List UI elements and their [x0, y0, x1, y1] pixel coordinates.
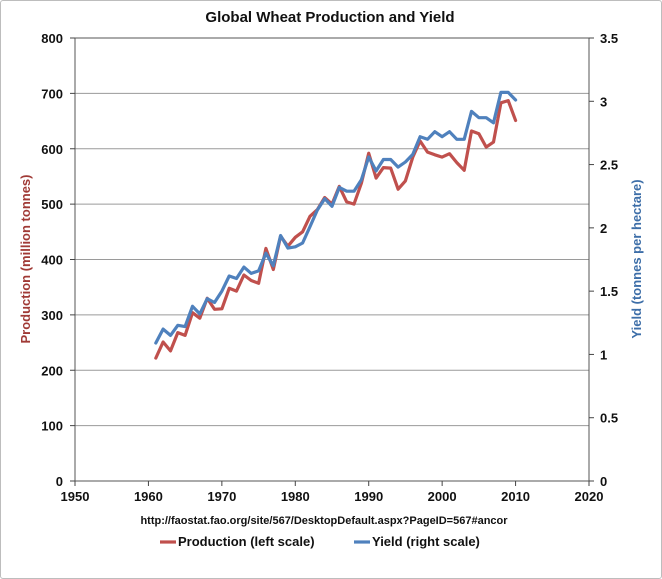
right-axis-title: Yield (tonnes per hectare): [629, 179, 644, 338]
y-tick-label: 600: [41, 142, 63, 157]
legend-label: Production (left scale): [178, 534, 315, 549]
y2-tick-label: 3: [600, 94, 607, 109]
y2-tick-label: 1.5: [600, 284, 618, 299]
y2-tick-label: 3.5: [600, 31, 618, 46]
y2-tick-label: 1: [600, 347, 607, 362]
right-axis-ticks: 0 0.5 1 1.5 2 2.5 3 3.5: [589, 31, 618, 489]
yield-line: [154, 90, 518, 345]
x-tick-label: 2010: [501, 489, 530, 504]
y2-tick-label: 2.5: [600, 158, 618, 173]
x-tick-label: 1980: [281, 489, 310, 504]
y-tick-label: 300: [41, 308, 63, 323]
legend-label: Yield (right scale): [372, 534, 480, 549]
source-url: http://faostat.fao.org/site/567/DesktopD…: [140, 515, 508, 527]
x-tick-label: 2020: [575, 489, 604, 504]
y-tick-label: 0: [56, 474, 63, 489]
x-tick-label: 1950: [61, 489, 90, 504]
y-tick-label: 500: [41, 197, 63, 212]
left-axis-ticks: 0 100 200 300 400 500 600 700 800: [41, 31, 75, 489]
y2-tick-label: 0: [600, 474, 607, 489]
x-tick-label: 2000: [428, 489, 457, 504]
y-tick-label: 800: [41, 31, 63, 46]
y2-tick-label: 2: [600, 221, 607, 236]
gridlines: [75, 92, 589, 427]
left-axis-title: Production (million tonnes): [18, 175, 33, 344]
y-tick-label: 700: [41, 86, 63, 101]
y-tick-label: 200: [41, 363, 63, 378]
x-axis-ticks: 1950 1960 1970 1980 1990 2000 2010 2020: [61, 481, 604, 504]
y2-tick-label: 0.5: [600, 411, 618, 426]
chart-title: Global Wheat Production and Yield: [205, 9, 454, 26]
y-tick-label: 400: [41, 253, 63, 268]
y-tick-label: 100: [41, 419, 63, 434]
series-lines: [154, 90, 518, 360]
x-tick-label: 1970: [207, 489, 236, 504]
legend: Production (left scale) Yield (right scal…: [160, 534, 480, 549]
x-tick-label: 1990: [354, 489, 383, 504]
x-tick-label: 1960: [134, 489, 163, 504]
